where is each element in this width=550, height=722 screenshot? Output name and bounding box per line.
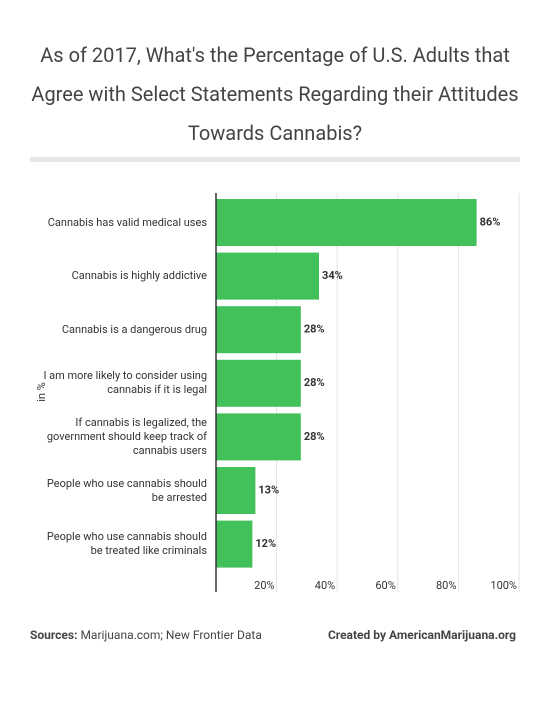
- bar: [216, 359, 301, 407]
- bar: [216, 306, 301, 354]
- title-rule: [30, 157, 520, 162]
- bar: [216, 467, 256, 514]
- source: Sources: Marijuana.com; New Frontier Dat…: [30, 625, 265, 645]
- credit: Created by AmericanMarijuana.org: [327, 628, 516, 642]
- source-label: Sources:: [30, 628, 78, 642]
- category-label: People who use cannabis should be arrest…: [46, 476, 207, 504]
- x-tick-label: 100%: [490, 579, 517, 592]
- value-label: 12%: [255, 537, 276, 550]
- value-label: 34%: [322, 269, 343, 282]
- value-label: 28%: [304, 430, 325, 443]
- category-label: Cannabis has valid medical uses: [47, 215, 207, 229]
- x-tick-label: 60%: [375, 579, 395, 592]
- bar: [216, 252, 320, 300]
- category-label: People who use cannabis should be treate…: [46, 530, 207, 558]
- category-label: Cannabis is highly addictive: [71, 269, 207, 283]
- category-label: I am more likely to consider using canna…: [43, 369, 207, 397]
- bar: [216, 199, 477, 246]
- category-label: Cannabis is a dangerous drug: [61, 322, 207, 336]
- value-label: 28%: [304, 376, 325, 389]
- bar: [216, 520, 253, 568]
- chart-title: As of 2017, What's the Percentage of U.S…: [31, 43, 519, 145]
- x-tick-label: 80%: [436, 579, 456, 592]
- x-tick-label: 40%: [315, 579, 335, 592]
- category-label: If cannabis is legalized, the government…: [46, 415, 207, 457]
- y-axis-label: in %: [35, 382, 48, 402]
- value-label: 86%: [480, 215, 501, 228]
- value-label: 28%: [304, 323, 325, 336]
- value-label: 13%: [258, 483, 279, 496]
- source-text: Marijuana.com; New Frontier Data: [80, 628, 262, 642]
- x-tick-label: 20%: [254, 579, 274, 592]
- bar: [216, 413, 301, 461]
